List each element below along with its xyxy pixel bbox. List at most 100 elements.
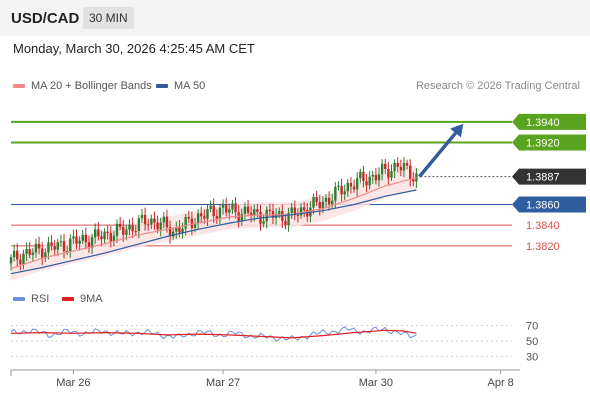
candle-body-17	[62, 241, 66, 252]
candle-body-82	[265, 209, 268, 222]
candle-body-21	[75, 236, 78, 244]
projection-arrow-head	[450, 123, 464, 138]
candle-body-89	[287, 212, 290, 226]
candle-body-8	[34, 243, 38, 253]
candle-body-25	[87, 242, 91, 248]
candle-body-53	[175, 227, 178, 232]
rsi-line	[10, 326, 417, 342]
legend-rsi: RSI	[13, 293, 49, 305]
legend-9ma: 9MA	[62, 293, 103, 305]
candle-body-119	[380, 163, 384, 175]
candle-body-44	[147, 224, 150, 226]
legend-rsi-swatch	[13, 297, 25, 302]
candle-body-67	[218, 207, 222, 219]
candle-body-12	[47, 242, 50, 253]
level-tag-1.3920	[512, 134, 586, 151]
candle-body-105	[337, 185, 340, 187]
candle-body-118	[377, 174, 381, 181]
candle-body-22	[78, 240, 81, 244]
candle-body-26	[90, 237, 94, 248]
candle-body-76	[246, 206, 250, 213]
candle-body-2	[16, 250, 19, 260]
candle-body-125	[399, 166, 403, 171]
candle-body-5	[25, 249, 28, 254]
x-label-0: Mar 26	[56, 377, 90, 389]
candle-body-3	[19, 259, 22, 265]
legend-ma50: MA 50	[156, 80, 205, 92]
candle-body-121	[387, 169, 390, 178]
candle-body-72	[234, 203, 237, 213]
candle-body-1	[12, 250, 16, 258]
candle-body-104	[334, 186, 337, 201]
rsi-ma9-line	[10, 329, 417, 339]
candle-body-99	[318, 202, 321, 209]
candle-body-90	[290, 207, 293, 213]
candle-body-58	[190, 218, 194, 228]
candle-body-13	[50, 242, 53, 247]
candle-body-28	[97, 229, 100, 237]
candle-body-52	[171, 231, 175, 237]
candle-body-9	[37, 243, 41, 249]
candle-body-106	[340, 185, 343, 195]
candle-body-108	[346, 182, 350, 192]
last-price-label: 1.3887	[526, 172, 560, 184]
candle-body-66	[215, 216, 219, 219]
instrument-title: USD/CAD	[11, 10, 80, 27]
candle-body-23	[81, 234, 84, 241]
candle-body-116	[371, 174, 374, 177]
x-label-2: Mar 30	[359, 377, 393, 389]
candle-body-60	[196, 213, 200, 224]
candle-body-33	[112, 235, 116, 242]
last-price-tag	[512, 168, 586, 185]
candle-body-10	[40, 248, 44, 259]
candle-body-62	[203, 216, 206, 219]
candle-body-41	[137, 218, 141, 232]
datetime-stamp: Monday, March 30, 2026 4:25:45 AM CET	[13, 41, 255, 56]
projection-arrow-shaft	[418, 131, 457, 178]
candle-body-70	[228, 209, 231, 213]
ma20-line	[10, 177, 417, 270]
candle-body-114	[365, 181, 368, 186]
level-label-1.3920: 1.3920	[526, 138, 560, 150]
level-tag-1.3860	[512, 196, 586, 213]
legend-ma20-label: MA 20 + Bollinger Bands	[31, 80, 152, 92]
candle-body-35	[118, 223, 122, 227]
candle-body-117	[374, 174, 378, 181]
level-label-1.3820: 1.3820	[526, 241, 560, 253]
candle-body-103	[331, 200, 334, 205]
candle-body-81	[262, 221, 265, 224]
candle-body-24	[84, 234, 88, 243]
level-label-1.3940: 1.3940	[526, 117, 560, 129]
candle-body-56	[184, 217, 187, 229]
candle-body-49	[162, 216, 166, 223]
level-label-1.3860: 1.3860	[526, 200, 560, 212]
rsi-tick-30: 30	[526, 351, 538, 363]
candle-body-48	[159, 222, 162, 230]
legend-rsi-label: RSI	[31, 293, 50, 305]
candle-body-100	[321, 201, 325, 209]
candle-body-107	[343, 191, 346, 195]
candle-body-34	[115, 223, 119, 236]
candle-body-46	[153, 218, 156, 223]
candle-body-37	[125, 229, 128, 235]
candle-body-126	[402, 163, 406, 171]
candle-body-30	[103, 231, 106, 240]
candle-body-64	[209, 205, 212, 209]
candle-body-65	[212, 205, 215, 217]
candle-body-45	[150, 218, 153, 225]
candle-body-27	[94, 229, 97, 238]
top-bar: USD/CAD 30 MIN	[0, 0, 590, 36]
candle-body-32	[109, 233, 112, 242]
level-tag-1.3940	[512, 113, 586, 130]
candle-body-83	[268, 209, 272, 212]
candle-body-4	[22, 253, 25, 265]
candle-body-59	[193, 223, 197, 228]
candle-body-101	[324, 197, 328, 202]
candle-body-63	[206, 208, 209, 219]
candle-body-14	[53, 246, 56, 250]
candle-body-42	[140, 214, 144, 219]
candle-body-109	[349, 182, 353, 187]
candle-body-74	[240, 213, 243, 222]
timeframe-button[interactable]: 30 MIN	[83, 7, 134, 29]
